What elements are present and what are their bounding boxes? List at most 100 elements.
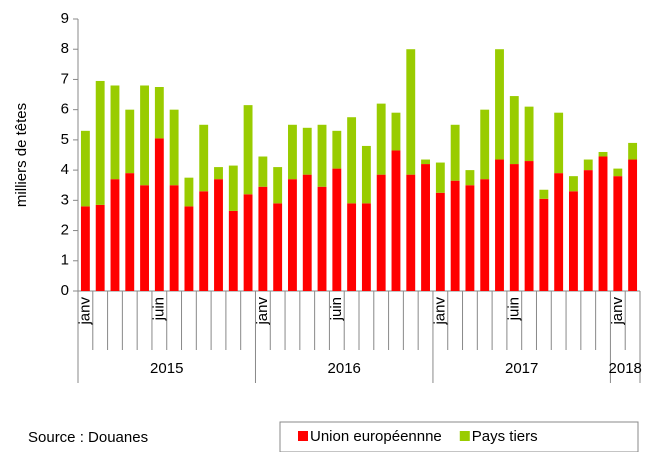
bar-segment — [509, 164, 519, 291]
bar-segment — [80, 206, 90, 291]
legend-swatch — [459, 431, 470, 441]
bar-segment — [228, 210, 238, 291]
bar-segment — [347, 203, 357, 291]
bar-segment — [95, 204, 105, 291]
x-tick-label: juin — [150, 297, 167, 321]
y-tick-label: 0 — [61, 282, 69, 299]
bar-segment — [80, 130, 90, 207]
bar-segment — [214, 179, 223, 291]
bar-segment — [376, 174, 386, 291]
bar-segment — [110, 179, 120, 291]
bar-segment — [154, 138, 164, 291]
bar-segment — [524, 106, 534, 162]
bar-segment — [435, 192, 445, 291]
bar-segment — [199, 124, 209, 192]
bar-segment — [199, 191, 209, 291]
bar-segment — [258, 186, 268, 291]
bar-segment — [480, 109, 490, 180]
legend-label: Pays tiers — [472, 428, 538, 445]
bar-segment — [421, 159, 430, 165]
bar-segment — [228, 165, 238, 211]
bar-segment — [361, 145, 371, 204]
bar-segment — [361, 203, 371, 291]
bar-segment — [332, 168, 342, 291]
bar-segment — [95, 80, 105, 205]
bar-segment — [613, 176, 623, 291]
bar-segment — [288, 124, 297, 180]
bar-segment — [391, 112, 401, 151]
bar-segment — [288, 179, 297, 291]
bar-segment — [628, 159, 638, 291]
bar-segment — [347, 117, 357, 204]
bar-segment — [125, 173, 135, 291]
bar-segment — [332, 130, 342, 169]
bar-segment — [140, 185, 149, 291]
group-label: 2016 — [328, 360, 361, 377]
bar-segment — [480, 179, 490, 291]
bar-segment — [258, 156, 268, 187]
bar-segment — [184, 177, 194, 207]
bar-segment — [628, 142, 638, 160]
x-tick-label: janv — [609, 297, 626, 326]
bar-segment — [406, 174, 416, 291]
bar-segment — [554, 173, 564, 291]
y-tick-label: 3 — [61, 191, 69, 208]
x-tick-label: janv — [254, 297, 271, 326]
y-tick-label: 1 — [61, 252, 69, 269]
bar-segment — [598, 151, 608, 157]
x-tick-label: juin — [328, 297, 345, 321]
bar-segment — [273, 167, 283, 204]
y-tick-label: 6 — [61, 101, 69, 118]
bar-segment — [495, 159, 504, 291]
bar-segment — [465, 185, 475, 291]
bar-segment — [125, 109, 135, 174]
legend-box — [279, 421, 639, 452]
bar-segment — [302, 174, 312, 291]
bar-segment — [569, 176, 578, 192]
bar-segment — [539, 198, 549, 291]
bar-segment — [214, 167, 223, 180]
bar-segment — [421, 164, 430, 291]
y-tick-label: 5 — [61, 131, 69, 148]
bar-segment — [154, 87, 164, 139]
bar-segment — [302, 127, 312, 175]
bar-segment — [169, 109, 179, 186]
group-label: 2015 — [150, 360, 183, 377]
bar-segment — [140, 85, 149, 186]
legend-label: Union européennne — [310, 428, 442, 445]
group-label: 2018 — [609, 360, 642, 377]
y-tick-label: 8 — [61, 40, 69, 57]
bar-segment — [598, 156, 608, 291]
bar-segment — [243, 194, 253, 291]
bar-segment — [539, 189, 549, 199]
y-tick-label: 2 — [61, 222, 69, 239]
bar-segment — [110, 85, 120, 180]
bar-segment — [509, 96, 519, 165]
y-tick-label: 7 — [61, 70, 69, 87]
bar-segment — [450, 124, 460, 181]
legend-swatch — [298, 431, 308, 441]
bar-segment — [613, 168, 623, 177]
x-tick-label: janv — [76, 297, 93, 326]
bar-segment — [406, 49, 416, 175]
bar-segment — [465, 170, 475, 186]
source: Source : Douanes — [28, 429, 148, 446]
bar-segment — [273, 203, 283, 291]
bar-segment — [376, 103, 386, 175]
x-tick-label: janv — [431, 297, 448, 326]
bar-segment — [435, 162, 445, 193]
bar-segment — [495, 49, 504, 160]
bar-segment — [569, 191, 578, 291]
group-label: 2017 — [505, 360, 538, 377]
bar-segment — [524, 161, 534, 291]
bar-segment — [317, 186, 327, 291]
bar-segment — [243, 105, 253, 195]
bar-segment — [317, 124, 327, 187]
bar-segment — [583, 159, 593, 171]
y-tick-label: 4 — [61, 161, 69, 178]
bar-segment — [583, 170, 593, 291]
bar-segment — [391, 150, 401, 291]
y-axis-label: milliers de têtes — [13, 103, 30, 207]
x-tick-label: juin — [505, 297, 522, 321]
